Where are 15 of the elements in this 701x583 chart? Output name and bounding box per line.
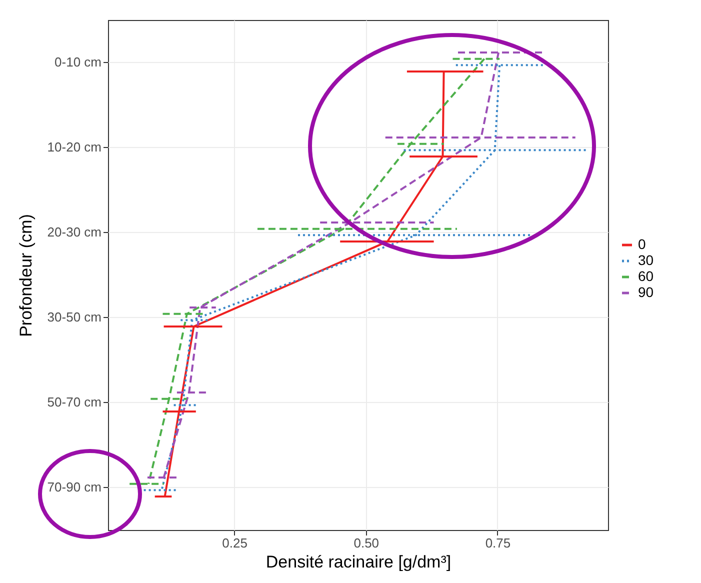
y-axis-title: Profondeur (cm) [16, 214, 36, 337]
y-tick-label: 30-50 cm [47, 310, 102, 324]
legend-label: 30 [638, 252, 654, 268]
x-tick-label: 0.50 [354, 536, 380, 550]
y-tick-label: 0-10 cm [54, 54, 102, 70]
y-tick-label: 10-20 cm [47, 140, 102, 154]
legend-label: 90 [638, 284, 654, 300]
y-tick-label: 70-90 cm [47, 480, 102, 494]
legend-label: 60 [638, 268, 654, 284]
x-tick-label: 0.75 [485, 536, 511, 550]
x-tick-label: 0.25 [222, 536, 248, 550]
legend-label: 0 [638, 236, 646, 252]
y-tick-label: 20-30 cm [47, 224, 102, 240]
x-axis-title: Densité racinaire [g/dm³] [266, 552, 452, 572]
y-tick-label: 50-70 cm [47, 394, 102, 410]
